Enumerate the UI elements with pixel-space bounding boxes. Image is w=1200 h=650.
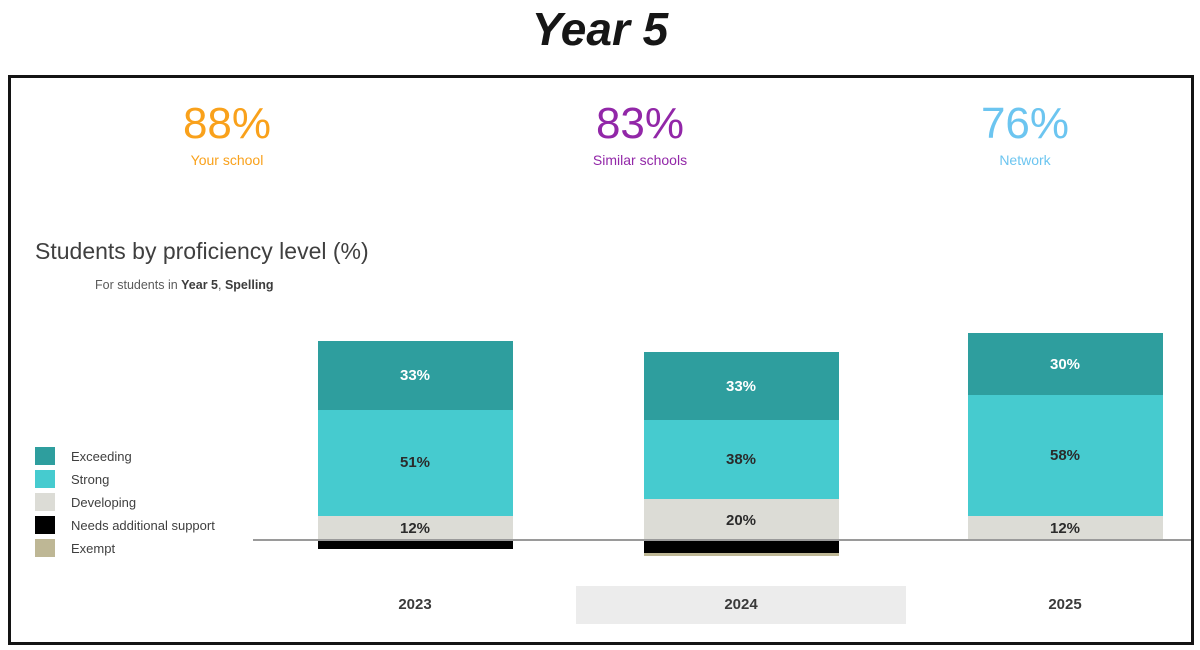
subtitle-prefix: For students in — [95, 278, 182, 292]
stat-network-label: Network — [999, 152, 1051, 168]
bar-chart: Exceeding Strong Developing Needs additiona… — [11, 78, 1191, 642]
stat-similar-schools: 83% Similar schools — [592, 99, 688, 169]
stat-your-school-value: 88% — [182, 99, 272, 148]
stat-network-value: 76% — [980, 99, 1070, 148]
section-heading: Students by proficiency level (%) — [35, 238, 369, 264]
legend-item-exempt[interactable]: Exempt — [35, 538, 215, 558]
segment-developing-2024[interactable]: 20% — [643, 499, 839, 541]
segment-exceeding-2023[interactable]: 33% — [317, 341, 513, 410]
legend-item-developing[interactable]: Developing — [35, 492, 215, 512]
segment-developing-2023[interactable]: 12% — [317, 516, 513, 541]
legend-label-strong: Strong — [71, 471, 110, 487]
section-subtitle: For students in Year 5, Spelling — [95, 278, 274, 292]
legend-item-exceeding[interactable]: Exceeding — [35, 446, 215, 466]
legend-label-exempt: Exempt — [71, 540, 116, 556]
page-title: Year 5 — [531, 3, 669, 55]
legend-swatch-exceeding — [35, 447, 55, 465]
stat-similar-schools-value: 83% — [595, 99, 685, 148]
legend-swatch-needs-additional-support — [35, 516, 55, 534]
subtitle-separator: , — [218, 278, 225, 292]
stat-similar-schools-label: Similar schools — [592, 152, 688, 168]
legend-swatch-developing — [35, 493, 55, 511]
legend-swatch-exempt — [35, 539, 55, 557]
legend-swatch-strong — [35, 470, 55, 488]
legend-item-strong[interactable]: Strong — [35, 469, 215, 489]
legend-label-developing: Developing — [71, 494, 137, 510]
subtitle-subject: Spelling — [224, 278, 274, 292]
segment-strong-2023[interactable]: 51% — [317, 409, 513, 517]
segment-exceeding-2024[interactable]: 33% — [643, 351, 839, 421]
segment-strong-2024[interactable]: 38% — [643, 420, 839, 500]
legend-label-needs-additional-support: Needs additional support — [71, 517, 215, 533]
subtitle-year: Year 5 — [181, 278, 218, 292]
legend: Exceeding Strong Developing Needs additiona… — [35, 446, 215, 561]
segment-strong-2025[interactable]: 58% — [967, 395, 1163, 517]
segment-developing-2025[interactable]: 12% — [967, 516, 1163, 541]
legend-label-exceeding: Exceeding — [71, 448, 132, 464]
stat-network: 76% Network — [980, 99, 1070, 169]
bar-2025[interactable]: 30% 58% 12% — [967, 333, 1163, 541]
bar-2023[interactable]: 33% 51% 12% — [317, 341, 513, 550]
x-label-2025[interactable]: 2025 — [1048, 596, 1082, 613]
x-label-2023[interactable]: 2023 — [398, 596, 432, 613]
x-label-2024[interactable]: 2024 — [576, 586, 906, 624]
legend-item-needs-additional-support[interactable]: Needs additional support — [35, 515, 215, 535]
proficiency-card: 88% Your school 83% Similar schools 76% … — [8, 75, 1194, 645]
stat-your-school: 88% Your school — [182, 99, 272, 169]
segment-needs-additional-support-2024[interactable] — [643, 540, 839, 554]
stat-your-school-label: Your school — [190, 152, 264, 168]
segment-needs-additional-support-2023[interactable] — [317, 540, 513, 550]
segment-exceeding-2025[interactable]: 30% — [967, 333, 1163, 396]
bar-2024[interactable]: 33% 38% 20% — [643, 351, 839, 556]
segment-exempt-2024[interactable] — [643, 553, 839, 556]
